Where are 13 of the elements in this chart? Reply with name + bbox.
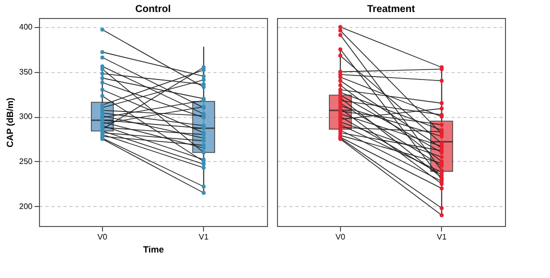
x-axis-title: Time <box>143 244 164 254</box>
y-tick-label: 300 <box>19 112 34 122</box>
x-tick-label: V0 <box>335 232 346 242</box>
x-tick-label: V1 <box>198 232 210 242</box>
chart-title: Control <box>135 4 171 15</box>
x-tick-label: V1 <box>436 232 448 242</box>
y-tick-label: 250 <box>19 156 34 166</box>
y-tick-label: 400 <box>19 22 34 32</box>
y-tick-label: 200 <box>19 202 34 211</box>
chart-title: Treatment <box>367 4 416 15</box>
y-tick-label: 350 <box>19 67 34 76</box>
y-axis-title: CAP (dB/m) <box>5 98 16 148</box>
x-tick-label: V0 <box>97 232 108 242</box>
